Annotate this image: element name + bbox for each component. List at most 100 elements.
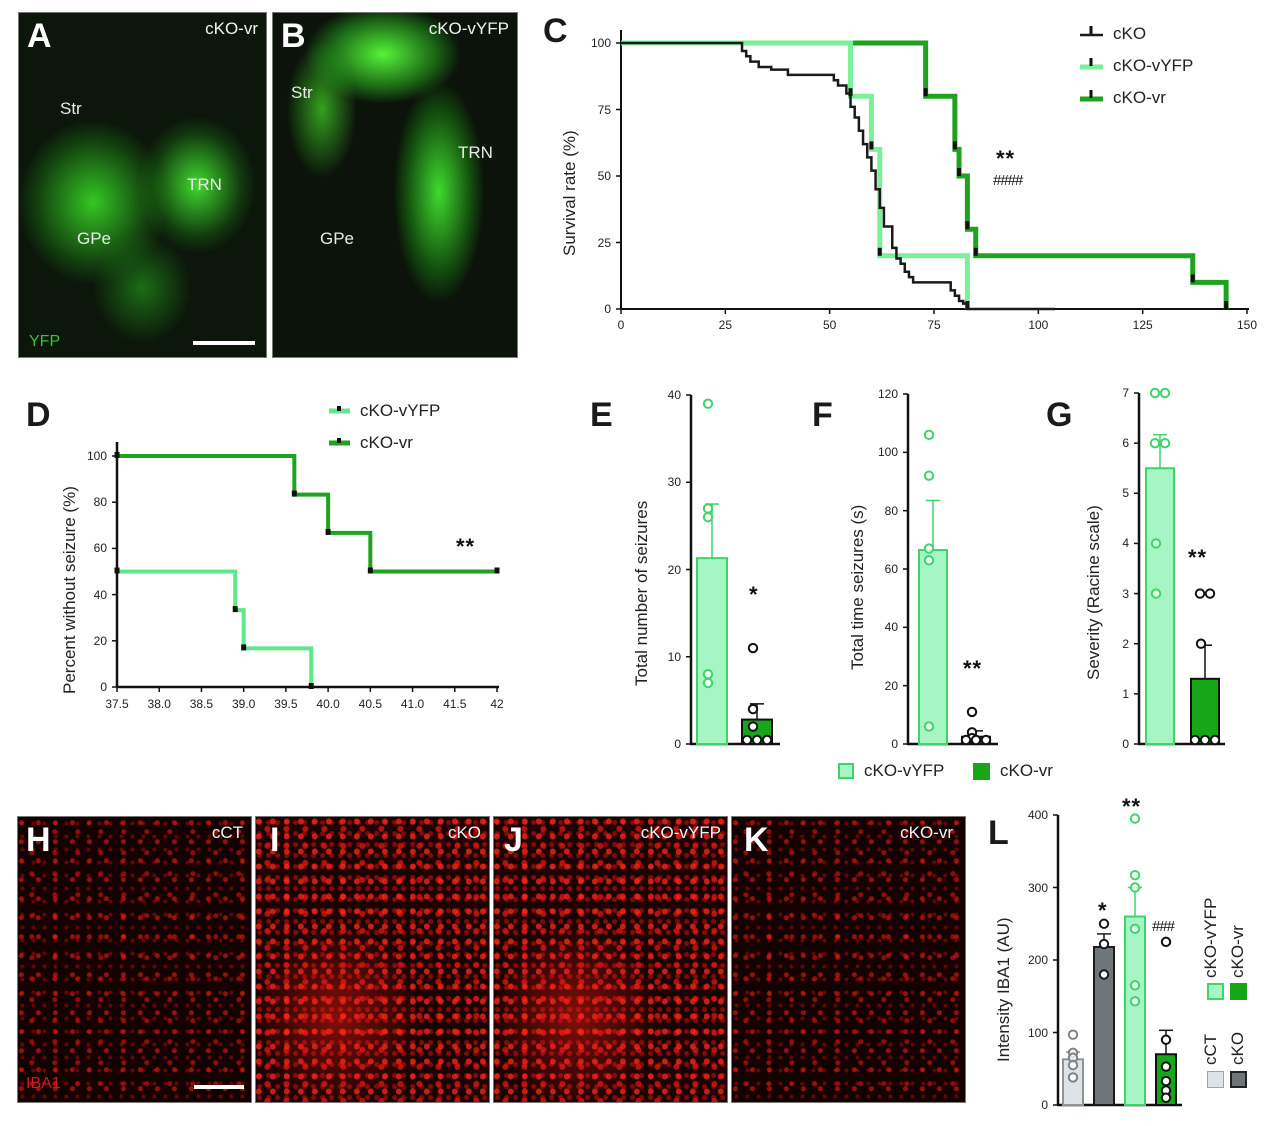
region-label-str-a: Str <box>60 99 82 118</box>
tick-label: 400 <box>1027 808 1048 822</box>
tick-label: 100 <box>86 449 107 463</box>
tick-label: 39.0 <box>231 697 256 711</box>
tick-label: 40.5 <box>358 697 382 711</box>
tick-label: 0 <box>674 737 681 751</box>
l-hash-vr: ### <box>1152 918 1175 935</box>
tick-label: 3 <box>1122 586 1129 601</box>
legend-swatch-cko-vyfp <box>838 763 854 779</box>
panel-letter-j: J <box>504 821 523 859</box>
tick-label: 120 <box>877 387 898 401</box>
c-significance-stars: ** <box>996 146 1016 171</box>
d-significance-stars: ** <box>456 534 476 559</box>
micrograph-panel-j: J cKO-vYFP <box>493 816 728 1103</box>
scale-bar-h <box>194 1085 244 1089</box>
tick-label: 0 <box>100 680 107 694</box>
tick-label: 0 <box>891 737 898 751</box>
l-swatch-cko-vr <box>1230 983 1247 1000</box>
genotype-label-b: cKO-vYFP <box>428 19 509 38</box>
legend-swatch-cko-vr <box>973 763 990 780</box>
tick-label: 200 <box>1027 953 1048 967</box>
c-legend-cko-vr: cKO-vr <box>1113 88 1166 107</box>
l-legend-cko-vr: cKO-vr <box>1228 925 1247 978</box>
d-legend-cko-vyfp: cKO-vYFP <box>360 401 441 420</box>
tick-label: 60 <box>884 562 898 576</box>
tick-label: 50 <box>822 318 837 332</box>
tick-label: 75 <box>597 102 611 117</box>
c-legend-cko-vyfp: cKO-vYFP <box>1113 56 1194 75</box>
genotype-label-a: cKO-vr <box>205 19 258 38</box>
legend-label-cko-vr: cKO-vr <box>1000 761 1053 780</box>
tick-label: 40 <box>667 388 681 402</box>
tick-label: 0 <box>617 318 625 332</box>
region-label-trn-b: TRN <box>458 143 493 162</box>
micrograph-panel-i: I cKO <box>255 816 490 1103</box>
stain-label-iba1: IBA1 <box>26 1075 61 1092</box>
l-legend-cct: cCT <box>1201 1033 1220 1065</box>
f-significance-stars: ** <box>963 656 983 681</box>
region-label-gpe-b: GPe <box>320 229 355 248</box>
panel-letter-e: E <box>590 396 613 434</box>
l-significance-vyfp: ** <box>1122 794 1142 819</box>
l-swatch-cko-vyfp <box>1207 983 1224 1000</box>
tick-label: 20 <box>667 562 681 577</box>
l-swatch-cct <box>1207 1071 1224 1088</box>
tick-label: 150 <box>1236 318 1258 332</box>
l-legend-cko-vyfp: cKO-vYFP <box>1201 897 1220 978</box>
tick-label: 25 <box>718 318 732 332</box>
tick-label: 100 <box>1027 1025 1048 1040</box>
tick-label: 38.5 <box>189 697 214 711</box>
tick-label: 40.0 <box>316 697 340 711</box>
tick-label: 25 <box>597 235 611 250</box>
tick-label: 10 <box>667 649 681 664</box>
tick-label: 300 <box>1027 880 1048 895</box>
panel-letter-g: G <box>1046 396 1073 434</box>
tick-label: 125 <box>1132 318 1153 332</box>
tick-label: 39.5 <box>274 697 298 711</box>
tick-label: 37.5 <box>105 697 129 711</box>
tick-label: 0 <box>1122 737 1129 751</box>
tick-label: 0 <box>604 302 611 316</box>
region-label-trn-a: TRN <box>187 175 222 194</box>
tick-label: 4 <box>1122 536 1129 551</box>
genotype-label-j: cKO-vYFP <box>640 823 721 842</box>
chart-c-survival <box>616 26 1249 314</box>
tick-label: 80 <box>93 495 107 510</box>
panel-letter-l: L <box>988 814 1009 852</box>
panel-letter-a: A <box>27 17 52 55</box>
tick-label: 40 <box>884 620 898 635</box>
stain-label-yfp: YFP <box>29 333 61 350</box>
genotype-label-k: cKO-vr <box>900 823 953 842</box>
l-y-axis-title: Intensity IBA1 (AU) <box>994 917 1013 1062</box>
genotype-label-i: cKO <box>447 823 481 842</box>
tick-label: 7 <box>1122 386 1129 400</box>
tick-label: 30 <box>667 475 681 490</box>
tick-label: 20 <box>884 678 898 693</box>
panel-letter-k: K <box>744 821 769 859</box>
panel-letter-b: B <box>281 17 306 55</box>
tick-label: 41.0 <box>400 697 425 711</box>
legend-label-cko-vyfp: cKO-vYFP <box>864 761 945 780</box>
l-swatch-cko <box>1230 1071 1247 1088</box>
tick-label: 42 <box>490 697 504 711</box>
scale-bar-a <box>193 341 255 345</box>
g-significance-stars: ** <box>1188 545 1208 570</box>
tick-label: 38.0 <box>147 697 171 711</box>
panel-letter-c: C <box>543 12 568 50</box>
tick-label: 6 <box>1122 436 1129 451</box>
tick-label: 41.5 <box>443 697 467 711</box>
tick-label: 75 <box>927 318 941 332</box>
c-legend-cko: cKO <box>1113 24 1147 43</box>
panel-letter-h: H <box>26 821 51 859</box>
tick-label: 0 <box>1041 1098 1048 1112</box>
c-significance-hash: #### <box>993 172 1023 189</box>
l-significance-cko: * <box>1098 898 1108 923</box>
tick-label: 20 <box>93 633 107 648</box>
panel-letter-f: F <box>812 396 833 434</box>
tick-label: 60 <box>93 541 107 556</box>
micrograph-panel-k: K cKO-vr <box>731 816 966 1103</box>
l-legend-cko: cKO <box>1228 1031 1247 1065</box>
e-significance-star: * <box>749 582 759 607</box>
tick-label: 100 <box>1028 318 1049 332</box>
tick-label: 50 <box>597 169 611 183</box>
